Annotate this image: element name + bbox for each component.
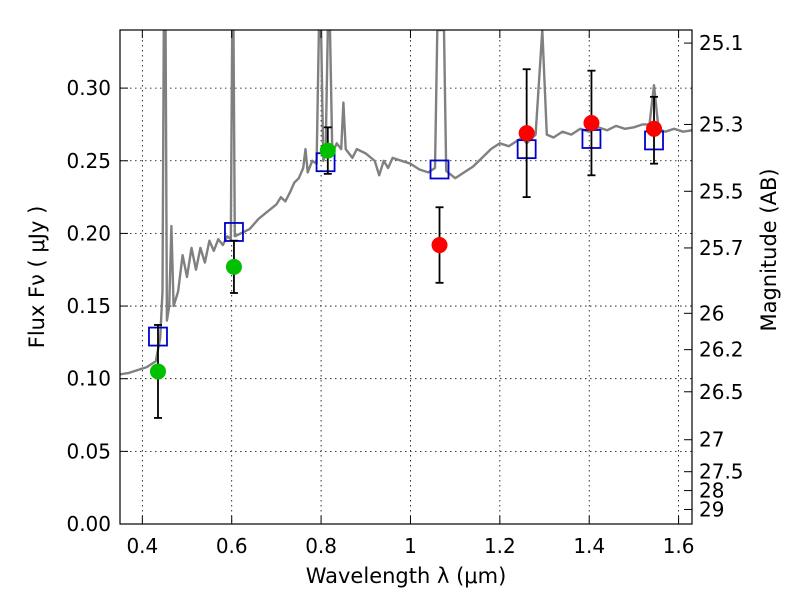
observed-point	[149, 363, 166, 380]
y-tick-label: 0.15	[66, 294, 111, 318]
observed-point	[431, 237, 448, 254]
x-axis-title: Wavelength λ (μm)	[306, 564, 507, 588]
right-tick-label: 25.1	[699, 31, 744, 55]
right-tick-label: 28	[699, 479, 724, 503]
y-axis-right-title: Magnitude (AB)	[757, 168, 781, 331]
observed-point	[518, 125, 535, 142]
observed-point	[225, 258, 242, 275]
y-tick-label: 0.05	[66, 439, 111, 463]
plot-frame	[119, 29, 693, 525]
y-axis-title: Flux Fν ( μJy )	[25, 206, 49, 349]
observed-point	[646, 120, 663, 137]
x-tick-label: 1.2	[484, 534, 516, 558]
x-tick-label: 0.4	[126, 534, 158, 558]
y-tick-label: 0.10	[66, 367, 111, 391]
y-tick-label: 0.25	[66, 149, 111, 173]
right-tick-label: 27.5	[699, 460, 744, 484]
model-photometry-square	[429, 159, 450, 180]
x-tick-label: 0.8	[305, 534, 337, 558]
plot-area	[120, 30, 692, 419]
x-tick-label: 1	[404, 534, 417, 558]
right-tick-label: 25.7	[699, 236, 744, 260]
spectrum-line	[120, 30, 692, 376]
right-tick-label: 25.5	[699, 179, 744, 203]
grid	[120, 30, 692, 525]
ticks: 0.4 0.6 0.8 1 1.2 1.4 1.6 0.00 0.05 0.10 0.15 0.20 0…	[66, 30, 744, 558]
right-tick-label: 25.3	[699, 112, 744, 136]
y-tick-label: 0.30	[66, 76, 111, 100]
right-tick-label: 26	[699, 301, 724, 325]
right-tick-label: 26.5	[699, 380, 744, 404]
observed-point	[583, 114, 600, 131]
right-tick-label: 29	[699, 497, 724, 521]
observed-point	[319, 142, 336, 159]
y-tick-label: 0.00	[66, 512, 111, 536]
x-tick-label: 1.4	[573, 534, 605, 558]
right-tick-label: 27	[699, 428, 724, 452]
y-tick-label: 0.20	[66, 221, 111, 245]
x-tick-label: 0.6	[216, 534, 248, 558]
x-tick-label: 1.6	[663, 534, 695, 558]
right-tick-label: 26.2	[699, 338, 744, 362]
